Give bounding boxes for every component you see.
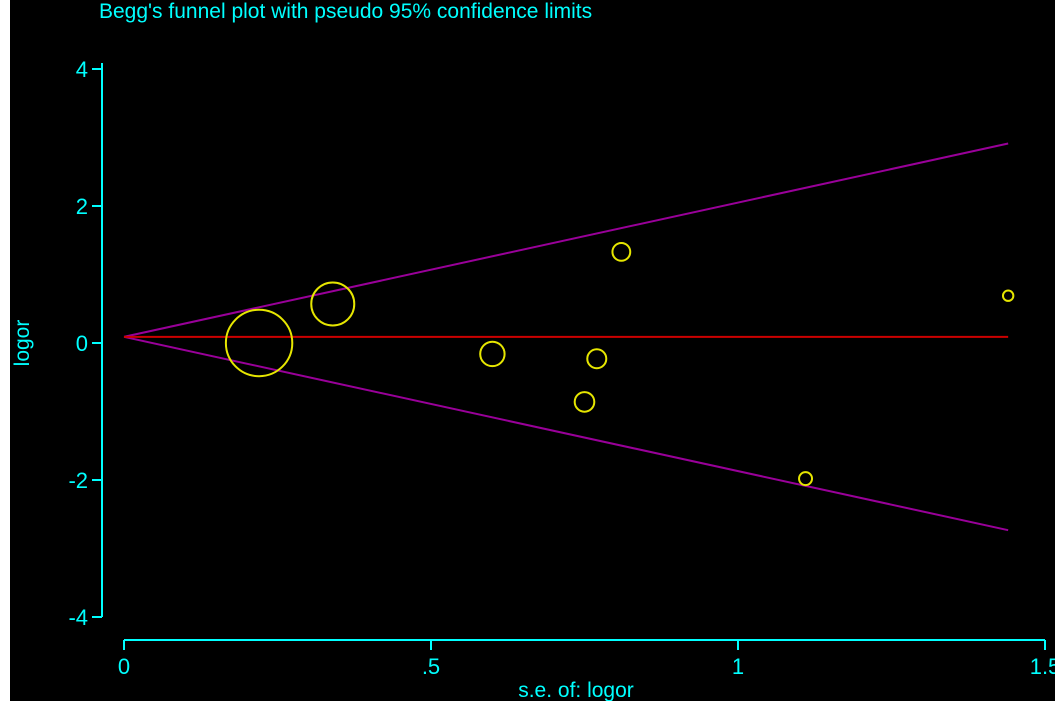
study-point	[1001, 289, 1015, 302]
study-point	[479, 340, 506, 368]
y-axis-title: logor	[11, 320, 34, 367]
study-point	[586, 348, 608, 370]
study-point	[224, 308, 294, 378]
y-tick-label: -2	[68, 468, 88, 493]
y-tick-label: 2	[76, 194, 88, 219]
x-tick-label: .5	[422, 654, 440, 679]
confidence-limit-lines	[123, 142, 1009, 532]
y-tick-label: 0	[76, 331, 88, 356]
y-tick-label: 4	[76, 57, 88, 82]
plot-area-frame: Begg's funnel plot with pseudo 95% confi…	[10, 0, 1055, 701]
study-points	[224, 241, 1015, 487]
x-axis-title: s.e. of: logor	[518, 679, 634, 701]
upper-confidence-limit	[123, 142, 1009, 338]
chart-title: Begg's funnel plot with pseudo 95% confi…	[99, 0, 592, 23]
funnel-plot: Begg's funnel plot with pseudo 95% confi…	[11, 0, 1055, 701]
study-point	[611, 241, 632, 262]
study-point	[573, 391, 596, 413]
x-tick-label: 1	[732, 654, 744, 679]
study-point	[310, 281, 356, 327]
x-tick-label: 1.5	[1030, 654, 1055, 679]
x-tick-label: 0	[118, 654, 130, 679]
study-point	[798, 471, 814, 487]
y-tick-label: -4	[68, 605, 88, 630]
axes: 4 2 0 -2 -4 0 .5 1 1.5	[68, 57, 1055, 679]
lower-confidence-limit	[123, 335, 1009, 532]
